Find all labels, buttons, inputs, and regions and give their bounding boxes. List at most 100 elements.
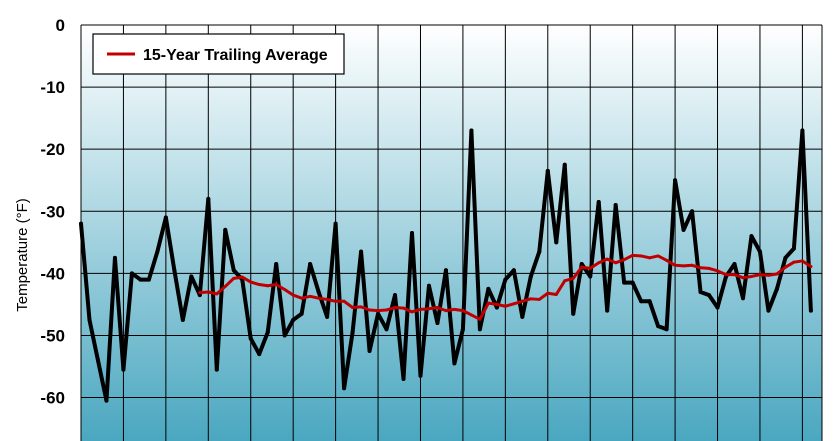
data-point-average	[469, 313, 473, 317]
data-point-annual	[630, 280, 635, 285]
data-point-annual	[681, 227, 686, 232]
data-point-average	[605, 257, 609, 261]
data-point-annual	[146, 277, 151, 282]
data-point-annual	[333, 221, 338, 226]
data-point-average	[563, 279, 567, 283]
data-point-annual	[426, 283, 431, 288]
data-point-annual	[257, 352, 262, 357]
data-point-average	[716, 269, 720, 273]
data-point-average	[529, 297, 533, 301]
data-point-annual	[639, 299, 644, 304]
data-point-annual	[274, 262, 279, 267]
data-point-average	[427, 307, 431, 311]
data-point-annual	[766, 308, 771, 313]
y-axis-ticks: 0 -10 -20 -30 -40 -50 -60	[40, 16, 65, 408]
data-point-average	[809, 265, 813, 269]
data-point-annual	[180, 317, 185, 322]
data-point-annual	[554, 240, 559, 245]
data-point-annual	[104, 398, 109, 403]
data-point-average	[783, 265, 787, 269]
data-point-annual	[350, 330, 355, 335]
data-point-annual	[325, 314, 330, 319]
data-point-annual	[223, 227, 228, 232]
y-axis-label: Temperature (°F)	[14, 198, 31, 312]
data-point-annual	[579, 262, 584, 267]
data-point-annual	[291, 317, 296, 322]
data-point-annual	[605, 308, 610, 313]
data-point-annual	[359, 249, 364, 254]
data-point-average	[385, 308, 389, 312]
series-layer	[79, 128, 813, 403]
data-point-average	[800, 259, 804, 263]
data-point-annual	[206, 196, 211, 201]
data-point-annual	[197, 293, 202, 298]
data-point-annual	[112, 255, 117, 260]
data-point-average	[614, 261, 618, 265]
data-point-annual	[673, 178, 678, 183]
y-tick-label: -60	[40, 389, 65, 408]
data-point-average	[418, 307, 422, 311]
y-tick-label: -10	[40, 78, 65, 97]
data-point-average	[308, 294, 312, 298]
data-point-average	[215, 292, 219, 296]
data-point-average	[223, 284, 227, 288]
data-point-average	[317, 296, 321, 300]
data-point-annual	[715, 305, 720, 310]
data-point-average	[402, 306, 406, 310]
data-point-annual	[757, 249, 762, 254]
data-point-annual	[376, 311, 381, 316]
data-point-annual	[528, 274, 533, 279]
data-point-annual	[87, 317, 92, 322]
data-point-annual	[707, 293, 712, 298]
data-point-average	[537, 297, 541, 301]
data-point-annual	[774, 286, 779, 291]
data-point-annual	[647, 299, 652, 304]
data-point-annual	[545, 168, 550, 173]
data-point-average	[766, 273, 770, 277]
data-point-average	[665, 258, 669, 262]
data-point-average	[690, 263, 694, 267]
data-point-annual	[562, 162, 567, 167]
data-point-annual	[486, 286, 491, 291]
data-point-annual	[732, 262, 737, 267]
data-point-average	[724, 273, 728, 277]
data-point-annual	[401, 376, 406, 381]
data-point-average	[733, 273, 737, 277]
data-point-average	[410, 310, 414, 314]
data-point-average	[240, 275, 244, 279]
data-point-average	[631, 253, 635, 257]
data-point-average	[257, 283, 261, 287]
y-tick-label: 0	[56, 16, 65, 35]
data-point-average	[300, 296, 304, 300]
data-point-average	[580, 265, 584, 269]
data-point-annual	[393, 293, 398, 298]
data-point-annual	[791, 246, 796, 251]
legend: 15-Year Trailing Average	[92, 33, 345, 75]
data-point-average	[334, 299, 338, 303]
data-point-average	[495, 302, 499, 306]
data-point-annual	[79, 221, 83, 226]
data-point-average	[359, 305, 363, 309]
data-point-average	[368, 308, 372, 312]
data-point-average	[648, 256, 652, 260]
data-point-annual	[138, 277, 143, 282]
data-point-average	[376, 309, 380, 313]
data-point-annual	[155, 249, 160, 254]
data-point-annual	[163, 215, 168, 220]
data-point-average	[758, 273, 762, 277]
data-point-annual	[95, 358, 100, 363]
legend-entry-average: 15-Year Trailing Average	[143, 47, 328, 64]
data-point-annual	[511, 268, 516, 273]
data-point-average	[656, 254, 660, 258]
data-point-annual	[443, 268, 448, 273]
data-point-average	[274, 283, 278, 287]
data-point-average	[461, 309, 465, 313]
data-point-average	[520, 299, 524, 303]
y-tick-label: -30	[40, 202, 65, 221]
data-point-annual	[367, 348, 372, 353]
data-point-average	[283, 288, 287, 292]
data-point-average	[699, 266, 703, 270]
data-point-average	[707, 266, 711, 270]
data-point-average	[673, 263, 677, 267]
